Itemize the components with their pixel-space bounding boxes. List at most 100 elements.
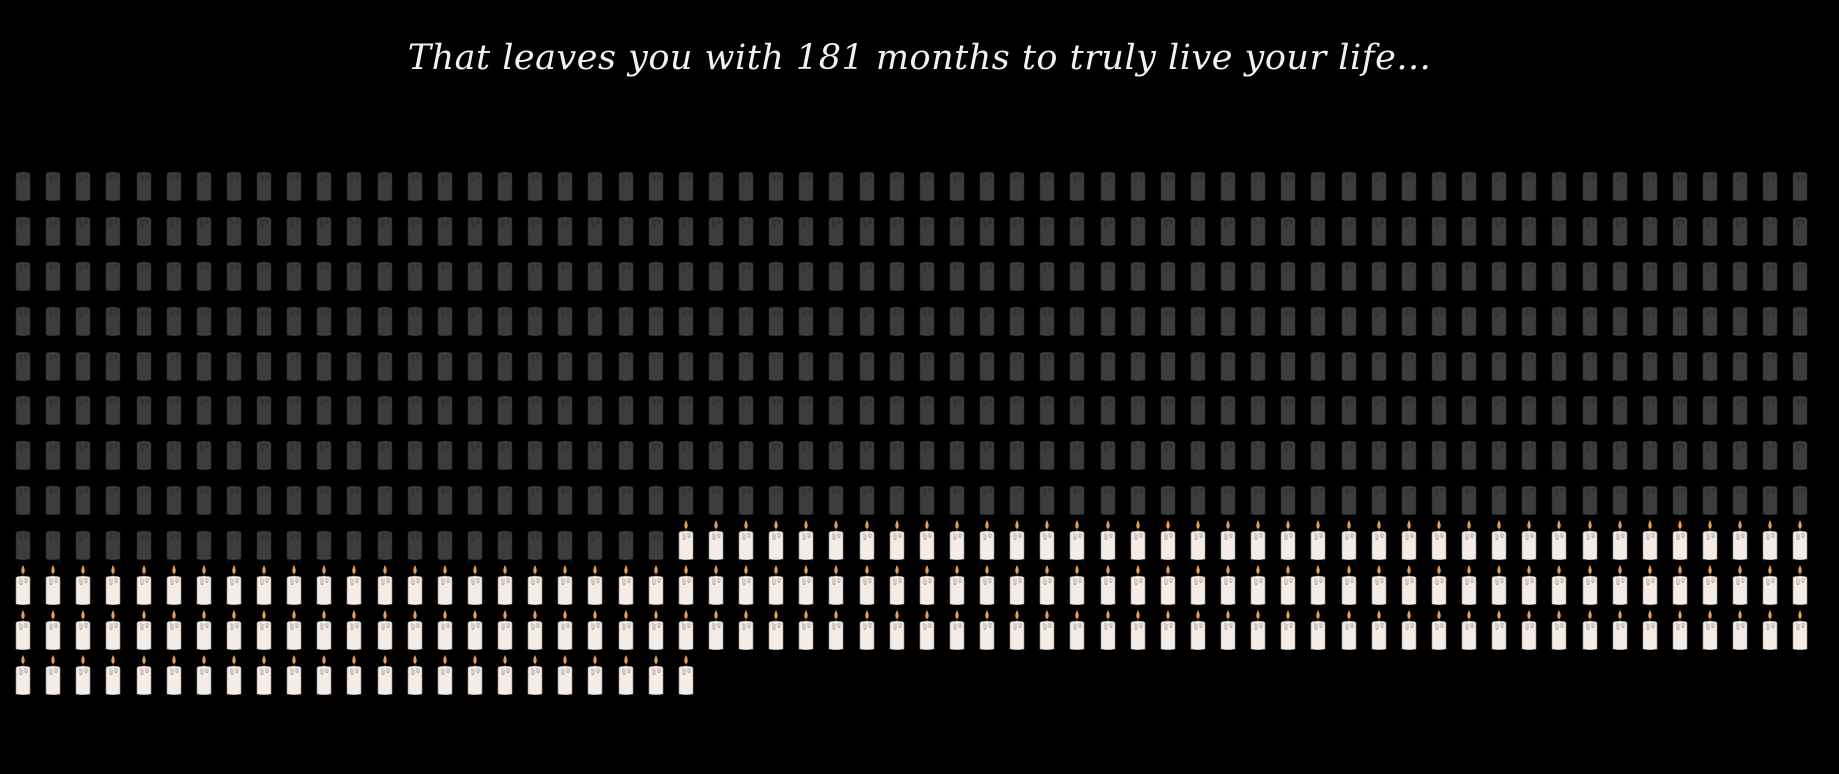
candle-icon-used bbox=[1755, 474, 1785, 518]
candle-icon-used bbox=[731, 340, 761, 384]
candle-icon-used bbox=[671, 474, 701, 518]
candle-icon-used bbox=[1514, 250, 1544, 294]
candle-icon-used bbox=[38, 340, 68, 384]
candle-icon-used bbox=[1484, 160, 1514, 204]
candle-icon-used bbox=[159, 474, 189, 518]
candle-icon-remaining bbox=[159, 609, 189, 653]
candle-icon-used bbox=[1514, 384, 1544, 428]
candle-icon-used bbox=[1364, 384, 1394, 428]
candle-icon-used bbox=[490, 384, 520, 428]
candle-icon-used bbox=[1514, 429, 1544, 473]
candle-icon-used bbox=[1394, 295, 1424, 339]
candle-icon-used bbox=[731, 384, 761, 428]
candle-icon-remaining bbox=[731, 564, 761, 608]
candle-icon-used bbox=[38, 384, 68, 428]
candle-icon-used bbox=[1695, 160, 1725, 204]
candle-icon-used bbox=[38, 519, 68, 563]
candle-icon-used bbox=[731, 250, 761, 294]
candle-icon-used bbox=[611, 340, 641, 384]
candle-icon-used bbox=[1665, 384, 1695, 428]
candle-icon-used bbox=[129, 384, 159, 428]
candle-icon-used bbox=[38, 205, 68, 249]
candle-icon-used bbox=[490, 519, 520, 563]
candle-icon-used bbox=[701, 429, 731, 473]
candle-icon-used bbox=[550, 295, 580, 339]
candle-icon-used bbox=[641, 429, 671, 473]
candle-icon-used bbox=[219, 384, 249, 428]
candle-icon-used bbox=[1364, 205, 1394, 249]
candle-icon-used bbox=[1665, 340, 1695, 384]
candle-icon-used bbox=[972, 340, 1002, 384]
candle-icon-used bbox=[882, 474, 912, 518]
candle-icon-remaining bbox=[1785, 609, 1815, 653]
candle-icon-used bbox=[1695, 474, 1725, 518]
candle-icon-used bbox=[1273, 429, 1303, 473]
candle-icon-used bbox=[1605, 384, 1635, 428]
candle-icon-used bbox=[912, 429, 942, 473]
candle-icon-used bbox=[580, 160, 610, 204]
candle-icon-remaining bbox=[1605, 609, 1635, 653]
candle-icon-remaining bbox=[972, 609, 1002, 653]
candle-icon-used bbox=[1153, 295, 1183, 339]
candle-icon-used bbox=[249, 205, 279, 249]
candle-icon-used bbox=[430, 474, 460, 518]
candle-icon-used bbox=[942, 429, 972, 473]
candle-icon-remaining bbox=[1334, 519, 1364, 563]
candle-icon-used bbox=[611, 250, 641, 294]
candle-icon-remaining bbox=[98, 564, 128, 608]
candle-icon-used bbox=[339, 205, 369, 249]
candle-icon-used bbox=[1183, 474, 1213, 518]
candle-icon-used bbox=[460, 429, 490, 473]
candle-icon-used bbox=[1183, 429, 1213, 473]
candle-icon-used bbox=[490, 250, 520, 294]
candle-icon-used bbox=[249, 429, 279, 473]
candle-icon-used bbox=[791, 384, 821, 428]
candle-icon-used bbox=[1183, 160, 1213, 204]
candle-icon-remaining bbox=[942, 564, 972, 608]
candle-icon-used bbox=[400, 340, 430, 384]
candle-icon-remaining bbox=[68, 564, 98, 608]
candle-icon-remaining bbox=[98, 609, 128, 653]
candle-icon-used bbox=[611, 384, 641, 428]
candle-icon-remaining bbox=[1153, 519, 1183, 563]
candle-icon-remaining bbox=[580, 654, 610, 698]
candle-icon-used bbox=[1665, 160, 1695, 204]
candle-icon-used bbox=[731, 295, 761, 339]
candle-icon-remaining bbox=[1635, 609, 1665, 653]
candle-icon-remaining bbox=[791, 609, 821, 653]
candle-icon-remaining bbox=[1544, 519, 1574, 563]
candle-icon-used bbox=[490, 205, 520, 249]
candle-icon-remaining bbox=[1514, 609, 1544, 653]
candle-icon-used bbox=[1364, 474, 1394, 518]
candle-icon-remaining bbox=[1665, 609, 1695, 653]
candle-icon-used bbox=[219, 160, 249, 204]
candle-icon-remaining bbox=[8, 564, 38, 608]
candle-icon-used bbox=[430, 250, 460, 294]
candle-icon-used bbox=[68, 160, 98, 204]
candle-icon-used bbox=[1093, 384, 1123, 428]
candle-icon-used bbox=[1213, 160, 1243, 204]
candle-icon-used bbox=[1062, 205, 1092, 249]
candle-icon-remaining bbox=[38, 564, 68, 608]
candle-icon-remaining bbox=[1424, 609, 1454, 653]
candle-icon-used bbox=[1725, 250, 1755, 294]
candle-icon-used bbox=[1484, 429, 1514, 473]
candle-icon-remaining bbox=[1303, 564, 1333, 608]
candle-icon-used bbox=[219, 474, 249, 518]
candle-icon-remaining bbox=[821, 564, 851, 608]
candle-icon-used bbox=[1635, 474, 1665, 518]
candle-icon-used bbox=[460, 205, 490, 249]
candle-icon-used bbox=[279, 384, 309, 428]
candle-icon-remaining bbox=[972, 564, 1002, 608]
candle-icon-used bbox=[219, 340, 249, 384]
candle-icon-used bbox=[1032, 340, 1062, 384]
candle-icon-used bbox=[701, 160, 731, 204]
candle-icon-used bbox=[1002, 429, 1032, 473]
candle-icon-used bbox=[852, 474, 882, 518]
candle-icon-used bbox=[761, 429, 791, 473]
candle-icon-used bbox=[1544, 205, 1574, 249]
candle-icon-used bbox=[550, 160, 580, 204]
candle-icon-used bbox=[1484, 295, 1514, 339]
candle-icon-used bbox=[1514, 295, 1544, 339]
candle-icon-used bbox=[1334, 474, 1364, 518]
